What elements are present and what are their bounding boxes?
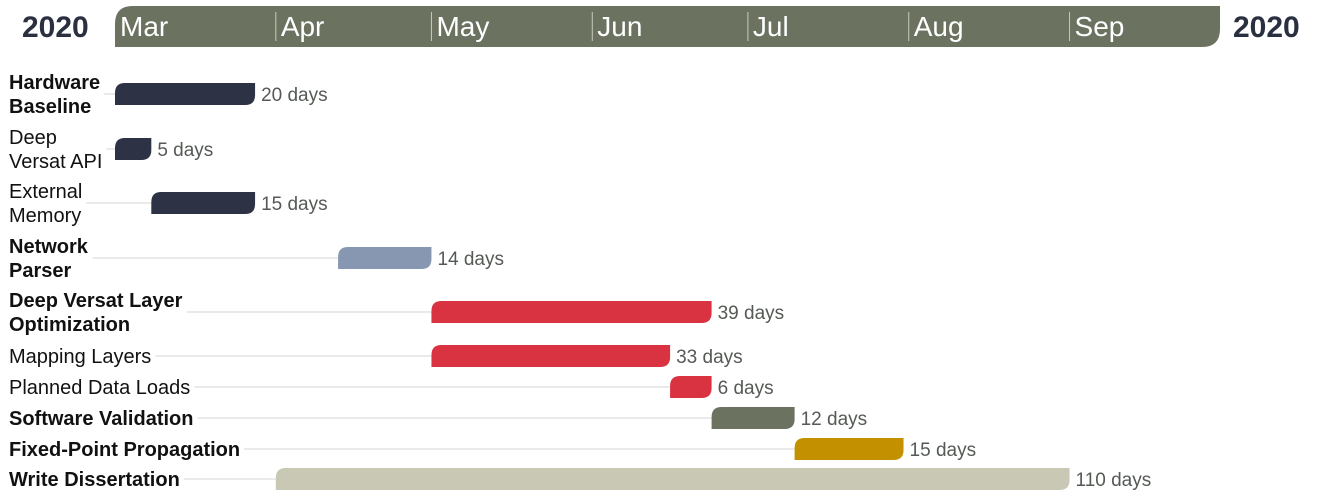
task-row: Hardware Baseline 20 days	[9, 72, 328, 118]
task-label: Deep Versat API	[9, 127, 102, 173]
task-bar	[275, 468, 1070, 490]
month-label-apr: Apr	[281, 11, 325, 42]
duration-label: 20 days	[261, 85, 328, 106]
task-bar	[431, 345, 671, 367]
month-label-may: May	[436, 11, 489, 42]
duration-label: 39 days	[718, 303, 785, 324]
month-label-mar: Mar	[120, 11, 168, 42]
task-row: Deep Versat Layer Optimization 39 days	[9, 290, 784, 336]
duration-label: 14 days	[437, 249, 504, 270]
task-bar	[431, 301, 712, 323]
task-bar	[151, 192, 256, 214]
task-bar	[794, 438, 904, 460]
year-right-label: 2020	[1233, 11, 1300, 44]
month-axis: Mar Apr May Jun Jul Aug Sep	[120, 11, 1124, 42]
task-row: Write Dissertation 110 days	[9, 468, 1151, 491]
duration-label: 6 days	[718, 378, 774, 399]
task-bar	[115, 83, 256, 105]
task-row: Software Validation 12 days	[9, 407, 867, 430]
task-label: Mapping Layers	[9, 346, 151, 368]
task-label: Network Parser	[9, 236, 89, 282]
task-row: Planned Data Loads 6 days	[9, 376, 774, 399]
task-label: Write Dissertation	[9, 469, 180, 491]
task-bar	[115, 138, 152, 160]
year-left-label: 2020	[22, 11, 89, 44]
duration-label: 110 days	[1076, 470, 1152, 491]
task-row: Mapping Layers 33 days	[9, 345, 743, 368]
task-label: Deep Versat Layer Optimization	[9, 290, 183, 336]
month-label-jun: Jun	[597, 11, 642, 42]
duration-label: 15 days	[910, 440, 977, 461]
timeline-header-band	[115, 6, 1220, 47]
duration-label: 12 days	[801, 409, 868, 430]
task-label: Planned Data Loads	[9, 377, 190, 399]
task-bar	[670, 376, 712, 398]
task-bar	[338, 247, 432, 269]
duration-label: 5 days	[157, 140, 213, 161]
task-row: Deep Versat API 5 days	[9, 127, 213, 173]
month-label-jul: Jul	[753, 11, 789, 42]
task-row: Fixed-Point Propagation 15 days	[9, 438, 976, 461]
duration-label: 33 days	[676, 347, 743, 368]
month-label-sep: Sep	[1075, 11, 1125, 42]
task-label: External Memory	[9, 181, 82, 227]
task-rows: Hardware Baseline 20 days Deep Versat API 5 d…	[9, 72, 1151, 491]
duration-label: 15 days	[261, 194, 328, 215]
task-row: External Memory 15 days	[9, 181, 328, 227]
task-label: Hardware Baseline	[9, 72, 100, 118]
task-label: Fixed-Point Propagation	[9, 439, 240, 461]
month-label-aug: Aug	[914, 11, 964, 42]
task-row: Network Parser 14 days	[9, 236, 504, 282]
task-bar	[711, 407, 795, 429]
task-label: Software Validation	[9, 408, 193, 430]
